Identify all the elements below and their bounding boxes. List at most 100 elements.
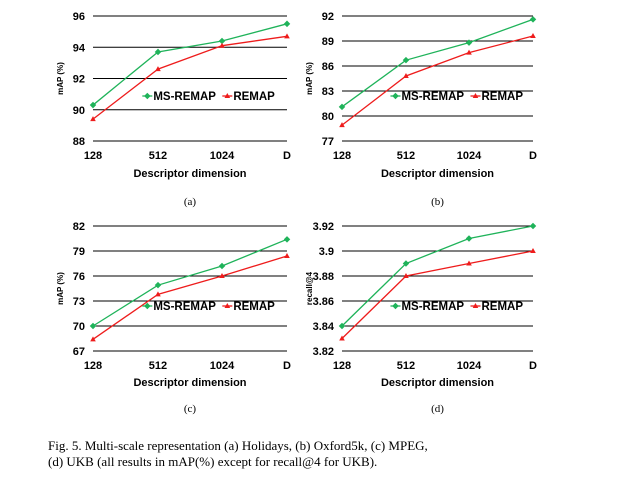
figure: 88 90 92 94 96 128 512 1024 D Descriptor dimensio… — [56, 11, 537, 415]
chart-b-x-tick-label: D — [529, 150, 537, 162]
chart-d-ms-remap-point — [465, 235, 473, 242]
chart-b-ms-remap-point — [465, 39, 473, 46]
chart-a-ms-remap-point — [283, 20, 291, 28]
chart-d-remap-point — [403, 273, 409, 278]
chart-c-series-remap-line — [92, 255, 288, 340]
chart-c-y-axis-label: mAP (%) — [56, 272, 65, 305]
chart-b-y-tick-label: 77 — [322, 136, 334, 148]
chart-c-y-tick-label: 76 — [73, 271, 85, 283]
chart-c-remap-point — [219, 273, 225, 278]
chart-c-legend-marker-remap — [224, 303, 231, 308]
chart-b-remap-point — [466, 49, 472, 55]
chart-d-remap-point — [339, 335, 345, 341]
chart-c-series-ms-remap-line — [92, 238, 288, 327]
chart-b-series-remap-line — [341, 35, 534, 126]
chart-c-panel-label: (c) — [184, 403, 197, 415]
chart-d-x-tick-label: 1024 — [457, 360, 482, 372]
chart-b-ms-remap-point — [529, 16, 537, 23]
chart-c-legend-label-remap: REMAP — [233, 301, 275, 313]
chart-c-x-tick-label: 512 — [149, 360, 167, 372]
chart-c-legend-marker-ms-remap — [144, 302, 151, 310]
chart-d-x-tick-label: 128 — [333, 360, 351, 372]
chart-d-y-tick-label: 3.9 — [319, 246, 334, 258]
chart-a-x-tick-label: 1024 — [210, 150, 235, 162]
chart-b-y-tick-label: 92 — [322, 11, 334, 23]
chart-a-remap-point — [155, 66, 161, 72]
chart-b-legend-label-ms-remap: MS-REMAP — [401, 91, 464, 103]
chart-a-y-tick-label: 88 — [73, 136, 85, 148]
chart-a-series-ms-remap-line — [92, 23, 288, 106]
chart-b-legend-marker-ms-remap — [392, 92, 399, 100]
chart-d-ms-remap-point — [402, 260, 410, 267]
chart-a-y-axis-label: mAP (%) — [56, 62, 65, 95]
chart-c-remap-point — [284, 253, 290, 258]
chart-a-remap-point — [284, 33, 290, 39]
chart-b-x-tick-label: 1024 — [457, 150, 482, 162]
chart-b-legend-marker-remap — [472, 93, 479, 98]
chart-a-legend-label-ms-remap: MS-REMAP — [153, 91, 216, 103]
chart-b-x-tick-label: 512 — [397, 150, 415, 162]
chart-c-x-tick-label: D — [283, 360, 291, 372]
chart-a-y-tick-label: 90 — [73, 105, 85, 117]
chart-d-panel-label: (d) — [431, 403, 444, 415]
chart-a-x-axis-label: Descriptor dimension — [133, 168, 246, 180]
chart-d-y-tick-label: 3.82 — [313, 346, 334, 358]
chart-d-remap-point — [466, 260, 472, 266]
chart-c-ms-remap-point — [154, 281, 162, 289]
chart-d-y-tick-label: 3.92 — [313, 221, 334, 233]
chart-a-ms-remap-point — [89, 101, 97, 109]
chart-d-y-tick-label: 3.84 — [313, 321, 335, 333]
caption-line-2: (d) UKB (all results in mAP(%) except fo… — [48, 454, 378, 469]
chart-a-panel-label: (a) — [184, 196, 197, 208]
chart-d-y-tick-label: 3.86 — [313, 296, 334, 308]
chart-d-y-axis-label: recall@4 — [305, 271, 314, 305]
chart-d-legend-label-ms-remap: MS-REMAP — [401, 301, 464, 313]
chart-b-x-axis-label: Descriptor dimension — [381, 168, 494, 180]
chart-b-remap-point — [403, 73, 409, 78]
chart-d-legend-label-remap: REMAP — [481, 301, 523, 313]
chart-d-ms-remap-point — [529, 222, 537, 230]
chart-a-y-tick-label: 92 — [73, 74, 85, 86]
chart-c-remap-point — [90, 336, 96, 342]
chart-d-x-axis-label: Descriptor dimension — [381, 377, 494, 389]
chart-a-x-tick-label: 128 — [84, 150, 102, 162]
chart-d-x-tick-label: 512 — [397, 360, 415, 372]
chart-b-panel-label: (b) — [431, 196, 444, 208]
chart-c-y-tick-label: 82 — [73, 221, 85, 233]
chart-c-ms-remap-point — [89, 322, 97, 330]
chart-d-series-remap-line — [341, 250, 534, 339]
chart-a-y-tick-label: 94 — [73, 42, 86, 54]
chart-b-y-axis-label: mAP (%) — [305, 62, 314, 95]
chart-b-x-tick-label: 128 — [333, 150, 351, 162]
chart-b-y-tick-label: 80 — [322, 111, 334, 123]
chart-b-y-tick-label: 83 — [322, 86, 334, 98]
chart-d-legend-marker-ms-remap — [392, 302, 399, 310]
chart-a-legend-label-remap: REMAP — [233, 91, 275, 103]
chart-a-ms-remap-point — [154, 48, 162, 56]
chart-c-x-axis-label: Descriptor dimension — [133, 377, 246, 389]
chart-a-legend-marker-remap — [224, 93, 231, 98]
chart-c-x-tick-label: 1024 — [210, 360, 235, 372]
chart-c-y-tick-label: 70 — [73, 321, 85, 333]
chart-c-y-tick-label: 67 — [73, 346, 85, 358]
chart-a-legend-marker-ms-remap — [144, 92, 151, 100]
chart-c-ms-remap-point — [283, 236, 291, 243]
chart-a-x-tick-label: D — [283, 150, 291, 162]
chart-d-x-tick-label: D — [529, 360, 537, 372]
chart-a-remap-point — [219, 42, 225, 48]
chart-d-legend-marker-remap — [472, 303, 479, 308]
chart-d-y-tick-label: 3.88 — [313, 271, 334, 283]
chart-d-ms-remap-point — [338, 322, 346, 330]
caption-line-1: Fig. 5. Multi-scale representation (a) H… — [48, 438, 428, 453]
chart-b-remap-point — [530, 33, 536, 38]
figure-caption: Fig. 5. Multi-scale representation (a) H… — [48, 438, 588, 470]
chart-a-series-remap-line — [92, 35, 288, 120]
chart-b-remap-point — [339, 122, 345, 128]
chart-d-series-ms-remap-line — [341, 225, 534, 327]
chart-c-remap-point — [155, 291, 161, 297]
chart-a-y-tick-label: 96 — [73, 11, 85, 23]
chart-b-series-ms-remap-line — [341, 18, 534, 108]
chart-c-x-tick-label: 128 — [84, 360, 102, 372]
chart-b-legend-label-remap: REMAP — [481, 91, 523, 103]
chart-c-y-tick-label: 73 — [73, 296, 85, 308]
